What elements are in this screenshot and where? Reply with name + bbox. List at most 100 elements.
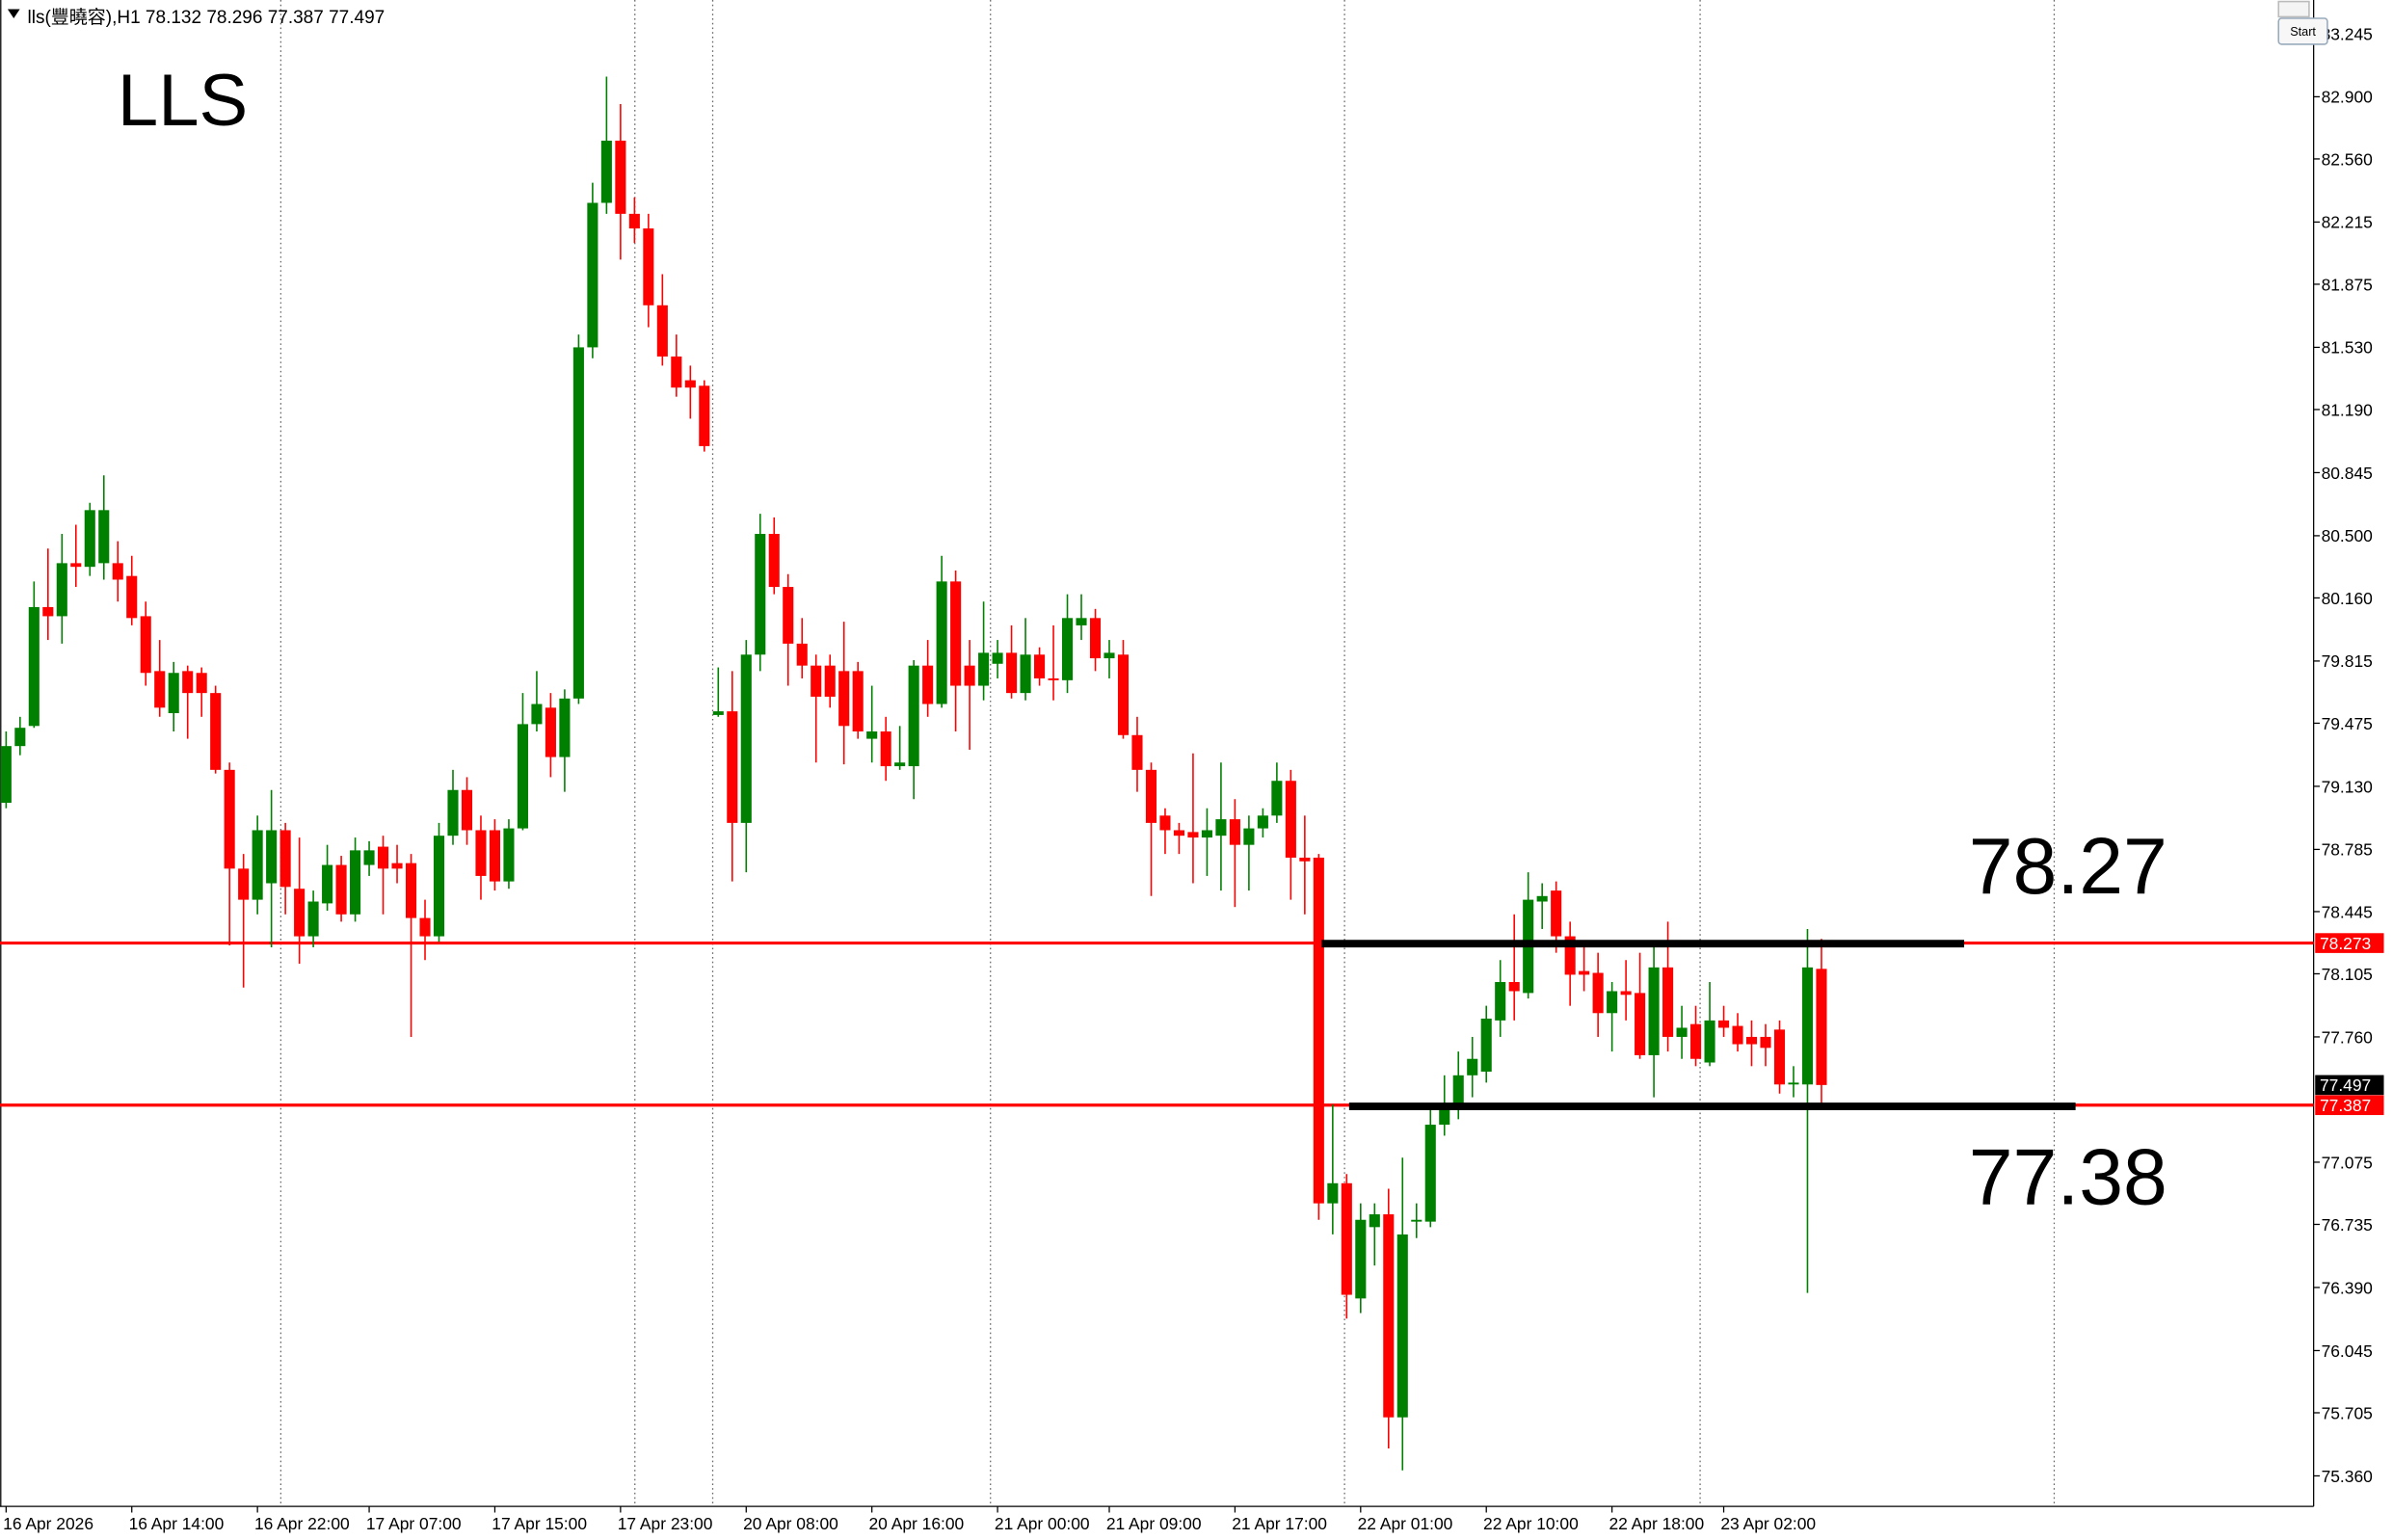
candle-body (1773, 1029, 1786, 1085)
candle-body (1285, 781, 1296, 858)
y-tick-label: 80.160 (2322, 589, 2373, 608)
candle-body (1201, 830, 1212, 838)
candle-body (1592, 972, 1604, 1014)
candle-body (70, 563, 82, 568)
candle-body (475, 830, 487, 876)
candle-body (1620, 991, 1632, 996)
candle-body (378, 846, 389, 869)
y-tick-label: 76.045 (2322, 1341, 2373, 1361)
y-tick-label: 79.815 (2322, 651, 2373, 671)
x-tick-label: 16 Apr 22:00 (254, 1514, 350, 1533)
y-tick-label: 81.190 (2322, 400, 2373, 419)
candle-body (1159, 815, 1171, 831)
candle-body (433, 836, 445, 937)
candle-body (712, 711, 724, 715)
symbol-label: LLS (118, 60, 248, 142)
candle-body (266, 830, 278, 884)
candle-body (1564, 936, 1576, 975)
candle-body (615, 140, 626, 214)
candle-body (1369, 1214, 1380, 1228)
candle-body (768, 534, 780, 588)
candle-body (1117, 654, 1130, 735)
candle-body (1480, 1018, 1492, 1073)
candle-body (391, 863, 403, 869)
x-tick-label: 23 Apr 02:00 (1720, 1514, 1816, 1533)
candle-body (42, 606, 54, 617)
candle-body (517, 724, 528, 829)
candle-body (419, 917, 431, 937)
candle-body (322, 864, 333, 904)
plot-area: 83.245 82.900 82.560 82.215 81.875 81.530 81.1… (0, 24, 2373, 1533)
toolbar-handle (2277, 0, 2310, 18)
y-tick-label: 80.845 (2322, 464, 2373, 483)
candle-body (1801, 967, 1814, 1085)
x-tick-label: 20 Apr 16:00 (869, 1514, 965, 1533)
candle-body (0, 746, 12, 804)
start-button-label[interactable]: Start (2290, 25, 2316, 39)
candle-body (1020, 654, 1031, 694)
candle-body (600, 140, 612, 203)
y-tick-label: 76.390 (2322, 1278, 2373, 1297)
y-tick-label: 79.130 (2322, 777, 2373, 796)
y-tick-label: 78.105 (2322, 965, 2373, 984)
candle-body (1788, 1082, 1799, 1085)
x-tick-label: 21 Apr 09:00 (1106, 1514, 1202, 1533)
candle-body (112, 563, 123, 580)
y-tick-label: 81.875 (2322, 275, 2373, 294)
candle-body (1131, 734, 1143, 770)
x-tick-label: 21 Apr 00:00 (995, 1514, 1090, 1533)
level-label: 78.27 (1969, 822, 2167, 911)
candle-body (1103, 652, 1115, 659)
x-tick-label: 21 Apr 17:00 (1232, 1514, 1327, 1533)
candle-body (84, 510, 95, 568)
candle-body (154, 671, 166, 708)
y-tick-label: 76.735 (2322, 1215, 2373, 1235)
candle-body (727, 711, 738, 823)
candle-body (1676, 1027, 1688, 1037)
candle-body (811, 665, 822, 697)
candle-body (1690, 1023, 1702, 1059)
candle-body (964, 665, 975, 686)
start-button[interactable] (2277, 17, 2328, 45)
candle-body (28, 606, 40, 727)
price-label: 77.497 (2320, 1075, 2371, 1095)
candle-body (294, 889, 306, 937)
candle-body (1048, 677, 1059, 680)
level-label: 77.38 (1969, 1132, 2167, 1221)
candle-body (461, 789, 473, 831)
candle-body (545, 707, 556, 757)
candle-body (1424, 1125, 1436, 1222)
candle-body (1299, 857, 1311, 862)
candle-body (238, 868, 250, 900)
candle-body (1215, 819, 1227, 836)
candle-body (1089, 618, 1102, 659)
candle-body (894, 762, 906, 767)
candle-body (1313, 857, 1324, 1204)
candle-body (1760, 1036, 1771, 1049)
candle-body (992, 652, 1003, 664)
y-tick-label: 77.760 (2322, 1027, 2373, 1047)
candle-body (572, 347, 584, 699)
candle-body (740, 654, 752, 823)
y-tick-label: 78.445 (2322, 902, 2373, 921)
candle-body (796, 643, 808, 666)
x-tick-label: 17 Apr 07:00 (366, 1514, 462, 1533)
price-label-box (2315, 1095, 2384, 1116)
candle-body (671, 356, 682, 388)
candle-body (14, 728, 26, 747)
candle-body (1006, 652, 1018, 694)
candle-body (1341, 1182, 1352, 1295)
candle-body (1187, 832, 1199, 838)
candle-body (643, 228, 654, 305)
candle-body (1145, 769, 1157, 823)
y-tick-label: 83.245 (2322, 24, 2373, 43)
x-tick-label: 17 Apr 23:00 (618, 1514, 713, 1533)
candle-body (880, 730, 891, 767)
x-tick-label: 16 Apr 14:00 (129, 1514, 225, 1533)
price-label: 78.273 (2320, 934, 2371, 953)
candle-body (307, 901, 319, 937)
candle-body (1173, 830, 1184, 836)
candle-body (684, 380, 696, 388)
candle-body (1396, 1234, 1408, 1418)
